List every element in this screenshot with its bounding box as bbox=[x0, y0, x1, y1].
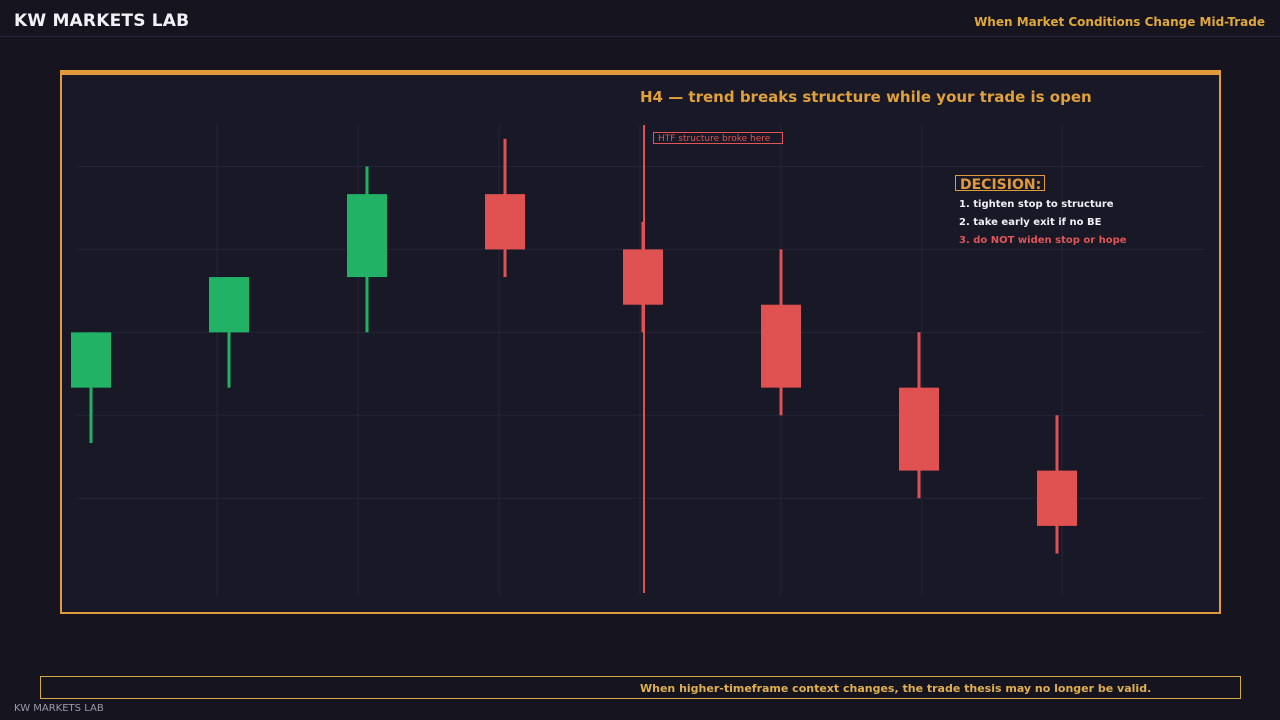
footer-callout: When higher-timeframe context changes, t… bbox=[40, 676, 1241, 699]
footer-watermark: KW MARKETS LAB bbox=[14, 703, 104, 714]
chart-title: H4 — trend breaks structure while your t… bbox=[640, 88, 1092, 106]
candle-body bbox=[485, 194, 525, 250]
candle-body bbox=[761, 304, 801, 388]
structure-break-label: HTF structure broke here bbox=[658, 134, 771, 144]
header-subtitle: When Market Conditions Change Mid-Trade bbox=[974, 15, 1265, 29]
decision-title: DECISION: bbox=[960, 177, 1042, 193]
candle-body bbox=[899, 387, 939, 471]
grid bbox=[77, 125, 1205, 595]
decision-list: 1. tighten stop to structure 2. take ear… bbox=[959, 199, 1127, 253]
candle-body bbox=[1037, 470, 1077, 526]
candle-body bbox=[347, 194, 387, 278]
candle-body bbox=[71, 332, 111, 388]
brand-title: KW MARKETS LAB bbox=[14, 11, 190, 31]
candles bbox=[71, 138, 1077, 554]
decision-item: 1. tighten stop to structure bbox=[959, 199, 1114, 210]
decision-item-warning: 3. do NOT widen stop or hope bbox=[959, 235, 1127, 246]
candle-wick bbox=[227, 277, 231, 388]
candlestick-chart bbox=[71, 125, 1205, 595]
structure-break-annotation: HTF structure broke here bbox=[653, 132, 783, 144]
header-bar: KW MARKETS LAB When Market Conditions Ch… bbox=[0, 0, 1280, 37]
candle-body bbox=[209, 277, 249, 333]
decision-title-frame bbox=[955, 175, 1045, 191]
decision-item: 2. take early exit if no BE bbox=[959, 217, 1102, 228]
footer-message: When higher-timeframe context changes, t… bbox=[640, 682, 1152, 695]
chart-panel: H4 — trend breaks structure while your t… bbox=[60, 70, 1221, 614]
